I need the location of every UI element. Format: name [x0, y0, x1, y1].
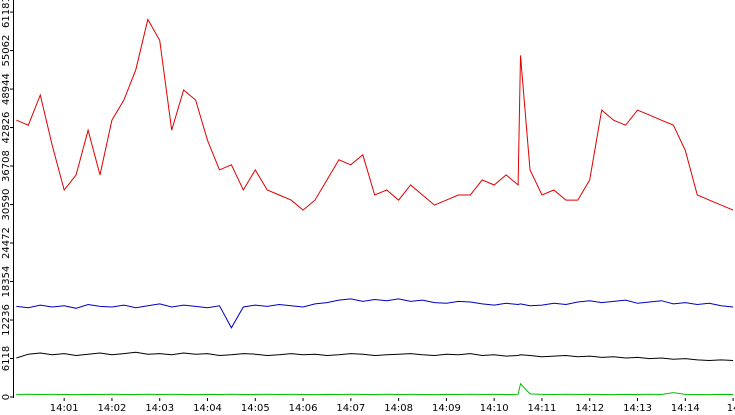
data-line [16, 351, 734, 362]
x-tick-label: 14:13 [623, 403, 652, 414]
x-tick-label: 14 [727, 403, 735, 414]
y-tick-label: 12236 [1, 304, 12, 336]
y-tick-label: 24472 [1, 227, 12, 259]
x-tick-label: 14:02 [98, 403, 127, 414]
x-tick-label: 14:03 [145, 403, 174, 414]
data-line [16, 298, 734, 329]
y-tick-label: 30590 [1, 189, 12, 221]
x-tick-label: 14:07 [336, 403, 365, 414]
y-tick-label: 6118 [1, 346, 12, 371]
x-tick-label: 14:06 [289, 403, 318, 414]
x-tick-label: 14:10 [480, 403, 509, 414]
x-tick-label: 14:14 [671, 403, 700, 414]
x-tick-label: 14:08 [384, 403, 413, 414]
x-tick-label: 14:05 [241, 403, 270, 414]
data-line [16, 382, 734, 396]
y-tick-label: 18354 [1, 266, 12, 298]
x-tick-label: 14:12 [575, 403, 604, 414]
y-tick-label: 42826 [1, 112, 12, 144]
x-tick-label: 14:01 [50, 403, 79, 414]
x-tick-label: 14:04 [193, 403, 222, 414]
data-line [16, 18, 734, 211]
y-tick-label: 36708 [1, 150, 12, 182]
y-tick-label: 48944 [1, 73, 12, 105]
y-tick-label: 55062 [1, 35, 12, 67]
x-tick-label: 14:09 [432, 403, 461, 414]
y-tick-label: 61181 [1, 0, 12, 28]
y-tick-label: 0 [1, 394, 12, 400]
x-tick-label: 14:11 [528, 403, 557, 414]
